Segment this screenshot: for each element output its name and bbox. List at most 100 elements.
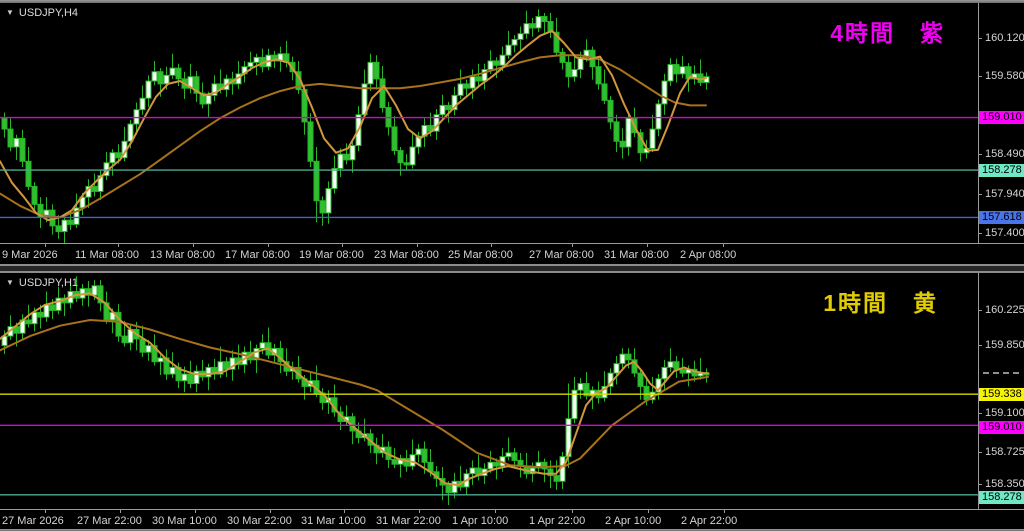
bear-candle-body xyxy=(529,23,536,29)
bull-candle-body xyxy=(619,353,626,365)
bear-candle-body xyxy=(115,152,122,159)
bull-candle-body xyxy=(109,152,116,164)
time-axis-label: 1 Apr 22:00 xyxy=(529,515,586,527)
bear-candle-body xyxy=(67,219,74,225)
bear-candle-body xyxy=(121,335,128,344)
price-tick-mark xyxy=(978,193,982,195)
bull-candle-body xyxy=(349,145,356,161)
h4-symbol-title: ▼ USDJPY,H4 xyxy=(6,7,78,19)
window-frame-bottom xyxy=(0,529,1024,531)
h4-candlestick-plot[interactable] xyxy=(0,3,978,243)
bull-candle-body xyxy=(415,448,422,456)
bear-candle-body xyxy=(547,468,554,477)
h4-price-scale[interactable]: 160.120 159.580 158.490 157.940 157.400 159.0… xyxy=(978,3,1024,243)
bull-candle-body xyxy=(451,94,458,111)
bear-candle-body xyxy=(139,338,146,353)
h1-timeframe-annotation: 1時間 黄 xyxy=(823,290,938,316)
time-axis-label: 2 Apr 08:00 xyxy=(680,249,737,261)
time-axis-label: 25 Mar 08:00 xyxy=(448,249,513,261)
h1-candlestick-plot[interactable] xyxy=(0,273,978,509)
slow-moving-average-line xyxy=(0,319,709,469)
bear-candle-body xyxy=(97,285,104,304)
h1-price-scale[interactable]: 160.225 159.850 159.100 158.725 158.350 159.3… xyxy=(978,273,1024,509)
bear-candle-body xyxy=(541,15,548,23)
fast-moving-average-line xyxy=(0,29,707,222)
bear-candle-body xyxy=(463,83,470,89)
bull-candle-body xyxy=(211,83,218,96)
bull-candle-body xyxy=(55,297,62,311)
price-tick-mark xyxy=(978,154,982,156)
time-axis-label: 31 Mar 08:00 xyxy=(604,249,669,261)
bear-candle-body xyxy=(553,31,560,53)
bull-candle-body xyxy=(91,285,98,296)
bull-candle-body xyxy=(577,383,584,391)
bull-candle-body xyxy=(535,15,542,29)
bear-candle-body xyxy=(151,345,158,363)
bear-candle-body xyxy=(391,458,398,465)
bull-candle-body xyxy=(247,61,254,68)
collapse-triangle-icon[interactable]: ▼ xyxy=(6,278,14,287)
time-tick-mark xyxy=(120,510,121,513)
bear-candle-body xyxy=(493,60,500,66)
bear-candle-body xyxy=(625,353,632,361)
bull-candle-body xyxy=(217,361,224,375)
bull-candle-body xyxy=(601,385,608,399)
time-tick-mark xyxy=(724,510,725,513)
bull-candle-body xyxy=(649,128,656,149)
bull-candle-body xyxy=(661,366,668,380)
bear-candle-body xyxy=(643,385,650,401)
bull-candle-body xyxy=(325,188,332,214)
bear-candle-body xyxy=(199,92,206,105)
bull-candle-body xyxy=(397,458,404,465)
bear-candle-body xyxy=(31,185,38,205)
bull-candle-body xyxy=(229,357,236,370)
time-axis-label: 30 Mar 22:00 xyxy=(227,515,292,527)
price-tick-mark xyxy=(978,232,982,234)
bear-candle-body xyxy=(607,99,614,123)
time-tick-mark xyxy=(572,244,573,247)
bull-candle-body xyxy=(13,137,20,148)
time-axis-label: 11 Mar 08:00 xyxy=(75,249,140,261)
bull-candle-body xyxy=(499,54,506,66)
bear-candle-body xyxy=(307,121,314,162)
bear-candle-body xyxy=(601,83,608,101)
price-axis-line xyxy=(978,3,979,243)
bull-candle-body xyxy=(487,60,494,71)
time-axis-label: 19 Mar 08:00 xyxy=(299,249,364,261)
time-tick-mark xyxy=(270,510,271,513)
time-tick-mark xyxy=(344,510,345,513)
bear-candle-body xyxy=(313,160,320,202)
bear-candle-body xyxy=(403,162,410,166)
slow-moving-average-line xyxy=(0,54,707,219)
bull-candle-body xyxy=(31,311,38,325)
bear-candle-body xyxy=(565,61,572,78)
price-tick-label: 160.120 xyxy=(985,31,1024,44)
time-axis-label: 27 Mar 2026 xyxy=(2,515,64,527)
price-tick-label: 157.400 xyxy=(985,226,1024,239)
h4-time-axis[interactable]: 9 Mar 2026 11 Mar 08:00 13 Mar 08:00 17 Mar… xyxy=(0,243,1024,265)
bull-candle-body xyxy=(145,345,152,353)
time-tick-mark xyxy=(648,510,649,513)
h1-time-axis[interactable]: 27 Mar 2026 27 Mar 22:00 30 Mar 10:00 30 Ma… xyxy=(0,509,1024,531)
collapse-triangle-icon[interactable]: ▼ xyxy=(6,8,14,17)
time-axis-label: 27 Mar 22:00 xyxy=(77,515,142,527)
time-axis-label: 9 Mar 2026 xyxy=(2,249,58,261)
bull-candle-body xyxy=(205,366,212,378)
level-price-label: 159.010 xyxy=(979,420,1024,434)
bear-candle-body xyxy=(115,311,122,337)
price-tick-label: 158.350 xyxy=(985,478,1024,491)
bear-candle-body xyxy=(1,117,8,130)
bear-candle-body xyxy=(403,458,410,467)
time-axis-label: 13 Mar 08:00 xyxy=(150,249,215,261)
bear-candle-body xyxy=(175,67,182,80)
bull-candle-body xyxy=(487,461,494,470)
bear-candle-body xyxy=(397,150,404,164)
price-tick-mark xyxy=(978,37,982,39)
window-splitter[interactable] xyxy=(0,264,1024,273)
bull-candle-body xyxy=(253,56,260,63)
bear-candle-body xyxy=(595,66,602,85)
time-axis-label: 31 Mar 10:00 xyxy=(301,515,366,527)
bull-candle-body xyxy=(331,167,338,190)
level-price-label: 158.278 xyxy=(979,163,1024,177)
price-tick-mark xyxy=(978,76,982,78)
